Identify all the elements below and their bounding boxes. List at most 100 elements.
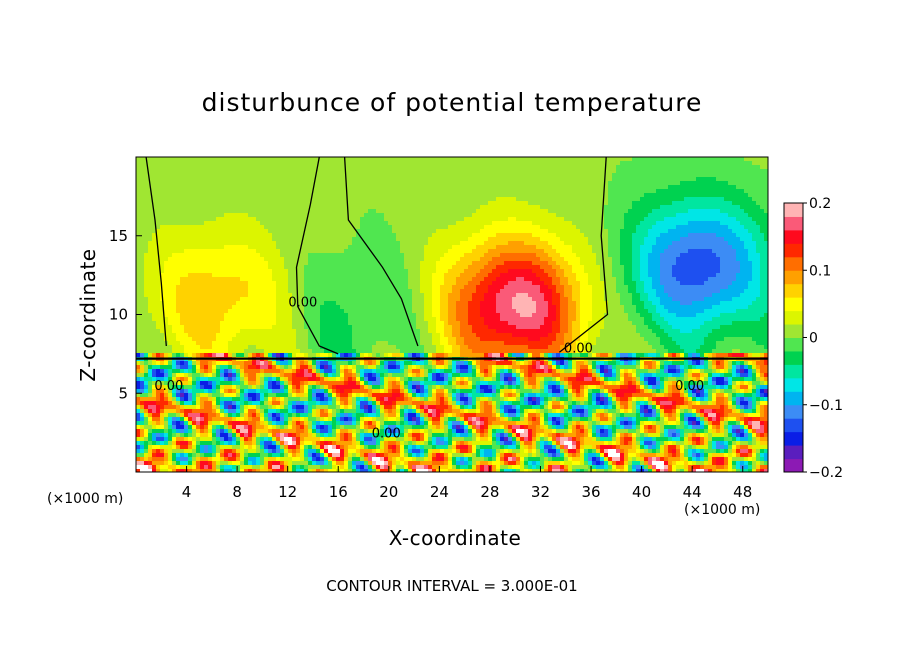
- heatmap-cell: [220, 201, 225, 206]
- heatmap-cell: [512, 185, 517, 190]
- heatmap-cell: [260, 197, 265, 202]
- heatmap-cell: [624, 197, 629, 202]
- heatmap-cell: [296, 169, 301, 174]
- heatmap-cell: [616, 253, 621, 258]
- heatmap-cell: [508, 273, 513, 278]
- heatmap-cell: [584, 161, 589, 166]
- heatmap-cell: [548, 157, 553, 162]
- heatmap-cell: [192, 169, 197, 174]
- heatmap-cell: [592, 205, 597, 210]
- heatmap-cell: [648, 209, 653, 214]
- heatmap-cell: [552, 245, 557, 250]
- heatmap-cell: [668, 261, 673, 266]
- heatmap-cell: [412, 229, 417, 234]
- heatmap-cell: [448, 253, 453, 258]
- heatmap-cell: [440, 193, 445, 198]
- heatmap-cell: [528, 253, 533, 258]
- heatmap-cell: [432, 241, 437, 246]
- heatmap-cell: [520, 197, 525, 202]
- heatmap-cell: [224, 217, 229, 222]
- heatmap-cell: [204, 273, 209, 278]
- heatmap-cell: [576, 189, 581, 194]
- heatmap-cell: [444, 225, 449, 230]
- heatmap-cell: [176, 237, 181, 242]
- heatmap-cell: [220, 229, 225, 234]
- heatmap-cell: [548, 273, 553, 278]
- heatmap-cell: [652, 253, 657, 258]
- heatmap-cell: [420, 161, 425, 166]
- heatmap-cell: [672, 213, 677, 218]
- heatmap-cell: [284, 225, 289, 230]
- heatmap-cell: [580, 177, 585, 182]
- heatmap-cell: [584, 213, 589, 218]
- heatmap-cell: [444, 221, 449, 226]
- heatmap-cell: [580, 233, 585, 238]
- heatmap-cell: [332, 189, 337, 194]
- heatmap-cell: [392, 197, 397, 202]
- heatmap-cell: [372, 245, 377, 250]
- heatmap-cell: [728, 265, 733, 270]
- heatmap-cell: [620, 173, 625, 178]
- heatmap-cell: [408, 201, 413, 206]
- heatmap-cell: [568, 177, 573, 182]
- heatmap-cell: [624, 181, 629, 186]
- heatmap-cell: [392, 205, 397, 210]
- heatmap-cell: [444, 237, 449, 242]
- heatmap-cell: [636, 229, 641, 234]
- heatmap-cell: [236, 265, 241, 270]
- heatmap-cell: [404, 189, 409, 194]
- heatmap-cell: [392, 185, 397, 190]
- heatmap-cell: [332, 209, 337, 214]
- heatmap-cell: [312, 165, 317, 170]
- heatmap-cell: [584, 221, 589, 226]
- heatmap-cell: [760, 161, 765, 166]
- heatmap-cell: [476, 189, 481, 194]
- heatmap-cell: [740, 265, 745, 270]
- heatmap-cell: [624, 157, 629, 162]
- heatmap-cell: [184, 217, 189, 222]
- heatmap-cell: [316, 281, 321, 286]
- heatmap-cell: [720, 197, 725, 202]
- heatmap-cell: [420, 173, 425, 178]
- heatmap-cell: [644, 277, 649, 282]
- heatmap-cell: [276, 245, 281, 250]
- heatmap-cell: [512, 225, 517, 230]
- heatmap-cell: [268, 181, 273, 186]
- heatmap-cell: [492, 241, 497, 246]
- heatmap-cell: [528, 249, 533, 254]
- heatmap-cell: [372, 257, 377, 262]
- heatmap-cell: [672, 261, 677, 266]
- heatmap-cell: [636, 201, 641, 206]
- heatmap-cell: [468, 277, 473, 282]
- heatmap-cell: [760, 245, 765, 250]
- heatmap-cell: [496, 245, 501, 250]
- heatmap-cell: [272, 261, 277, 266]
- heatmap-cell: [532, 189, 537, 194]
- heatmap-cell: [496, 217, 501, 222]
- heatmap-cell: [528, 157, 533, 162]
- heatmap-cell: [356, 185, 361, 190]
- heatmap-cell: [636, 233, 641, 238]
- heatmap-cell: [156, 197, 161, 202]
- heatmap-cell: [276, 161, 281, 166]
- heatmap-cell: [676, 241, 681, 246]
- heatmap-cell: [652, 209, 657, 214]
- heatmap-cell: [732, 233, 737, 238]
- heatmap-cell: [520, 173, 525, 178]
- heatmap-cell: [752, 237, 757, 242]
- heatmap-cell: [316, 277, 321, 282]
- heatmap-cell: [752, 277, 757, 282]
- heatmap-cell: [476, 217, 481, 222]
- heatmap-cell: [452, 277, 457, 282]
- heatmap-cell: [368, 161, 373, 166]
- heatmap-cell: [436, 237, 441, 242]
- heatmap-cell: [200, 233, 205, 238]
- heatmap-cell: [140, 169, 145, 174]
- heatmap-cell: [732, 161, 737, 166]
- heatmap-cell: [652, 205, 657, 210]
- heatmap-cell: [660, 261, 665, 266]
- heatmap-cell: [548, 249, 553, 254]
- heatmap-cell: [264, 241, 269, 246]
- heatmap-cell: [492, 225, 497, 230]
- heatmap-cell: [176, 177, 181, 182]
